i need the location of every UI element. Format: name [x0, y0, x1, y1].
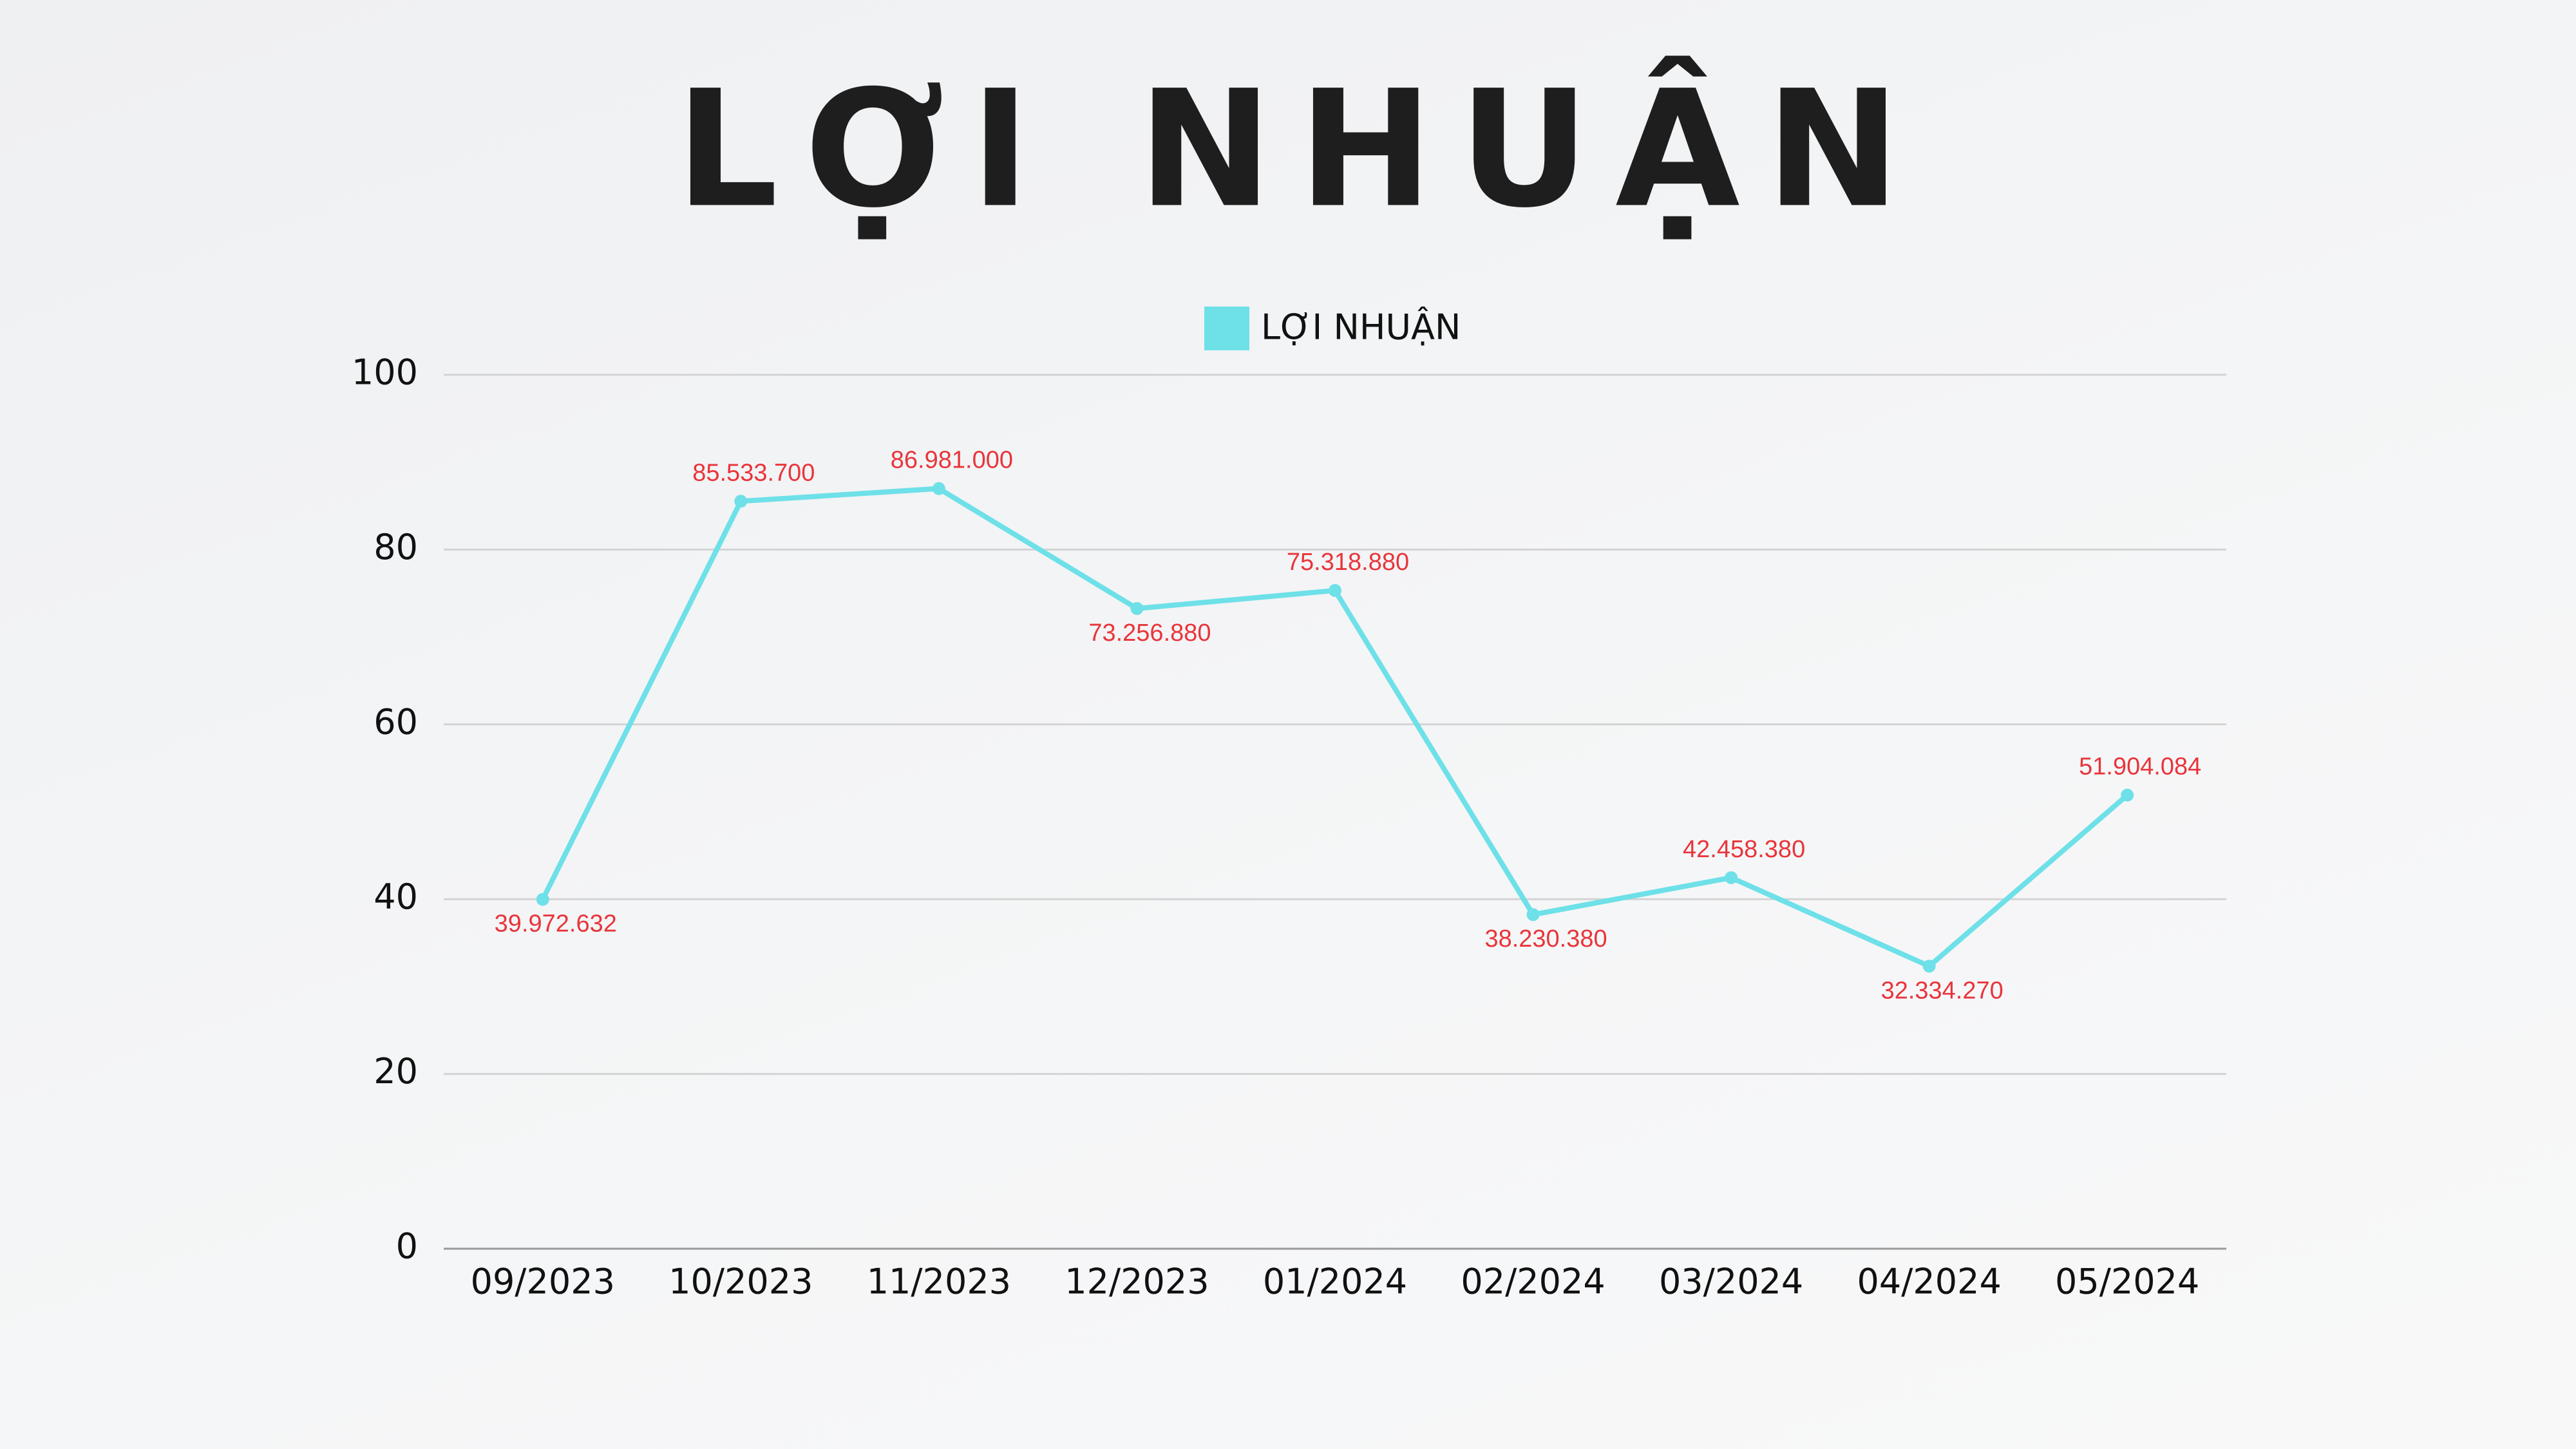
point [1329, 583, 1341, 597]
x-tick-label: 05/2024 [2055, 1262, 2199, 1302]
data-label: 86.981.000 [891, 447, 1013, 474]
data-label: 85.533.700 [692, 459, 815, 486]
data-label: 51.904.084 [2079, 753, 2201, 781]
y-tick-label: 80 [374, 527, 418, 567]
x-tick-label: 10/2023 [668, 1262, 813, 1302]
x-tick-label: 03/2024 [1659, 1262, 1803, 1302]
point [1725, 871, 1738, 884]
data-label: 75.318.880 [1287, 549, 1409, 576]
x-tick-label: 02/2024 [1461, 1262, 1605, 1302]
data-label: 39.972.632 [495, 911, 617, 938]
y-tick-label: 100 [352, 352, 418, 393]
legend-swatch [1204, 307, 1249, 350]
data-label: 38.230.380 [1484, 925, 1607, 952]
point [1526, 908, 1540, 922]
x-tick-label: 01/2024 [1263, 1262, 1407, 1302]
y-tick-label: 20 [374, 1051, 418, 1092]
x-tick-label: 04/2024 [1857, 1262, 2001, 1302]
y-tick-label: 0 [396, 1226, 418, 1267]
point [734, 495, 748, 508]
point [932, 482, 945, 495]
point [1922, 960, 1936, 973]
point [2121, 788, 2134, 802]
chart-title: LỢI NHUẬN [676, 55, 1926, 243]
data-label: 73.256.880 [1088, 620, 1211, 647]
legend-label: LỢI NHUẬN [1261, 307, 1461, 348]
data-label: 42.458.380 [1683, 836, 1805, 863]
point [536, 893, 549, 906]
x-tick-label: 09/2023 [471, 1262, 615, 1302]
x-tick-label: 11/2023 [867, 1262, 1011, 1302]
y-tick-label: 60 [374, 701, 418, 742]
point [1130, 601, 1144, 615]
y-tick-label: 40 [374, 876, 418, 917]
x-tick-label: 12/2023 [1065, 1262, 1209, 1302]
data-label: 32.334.270 [1881, 977, 2003, 1004]
